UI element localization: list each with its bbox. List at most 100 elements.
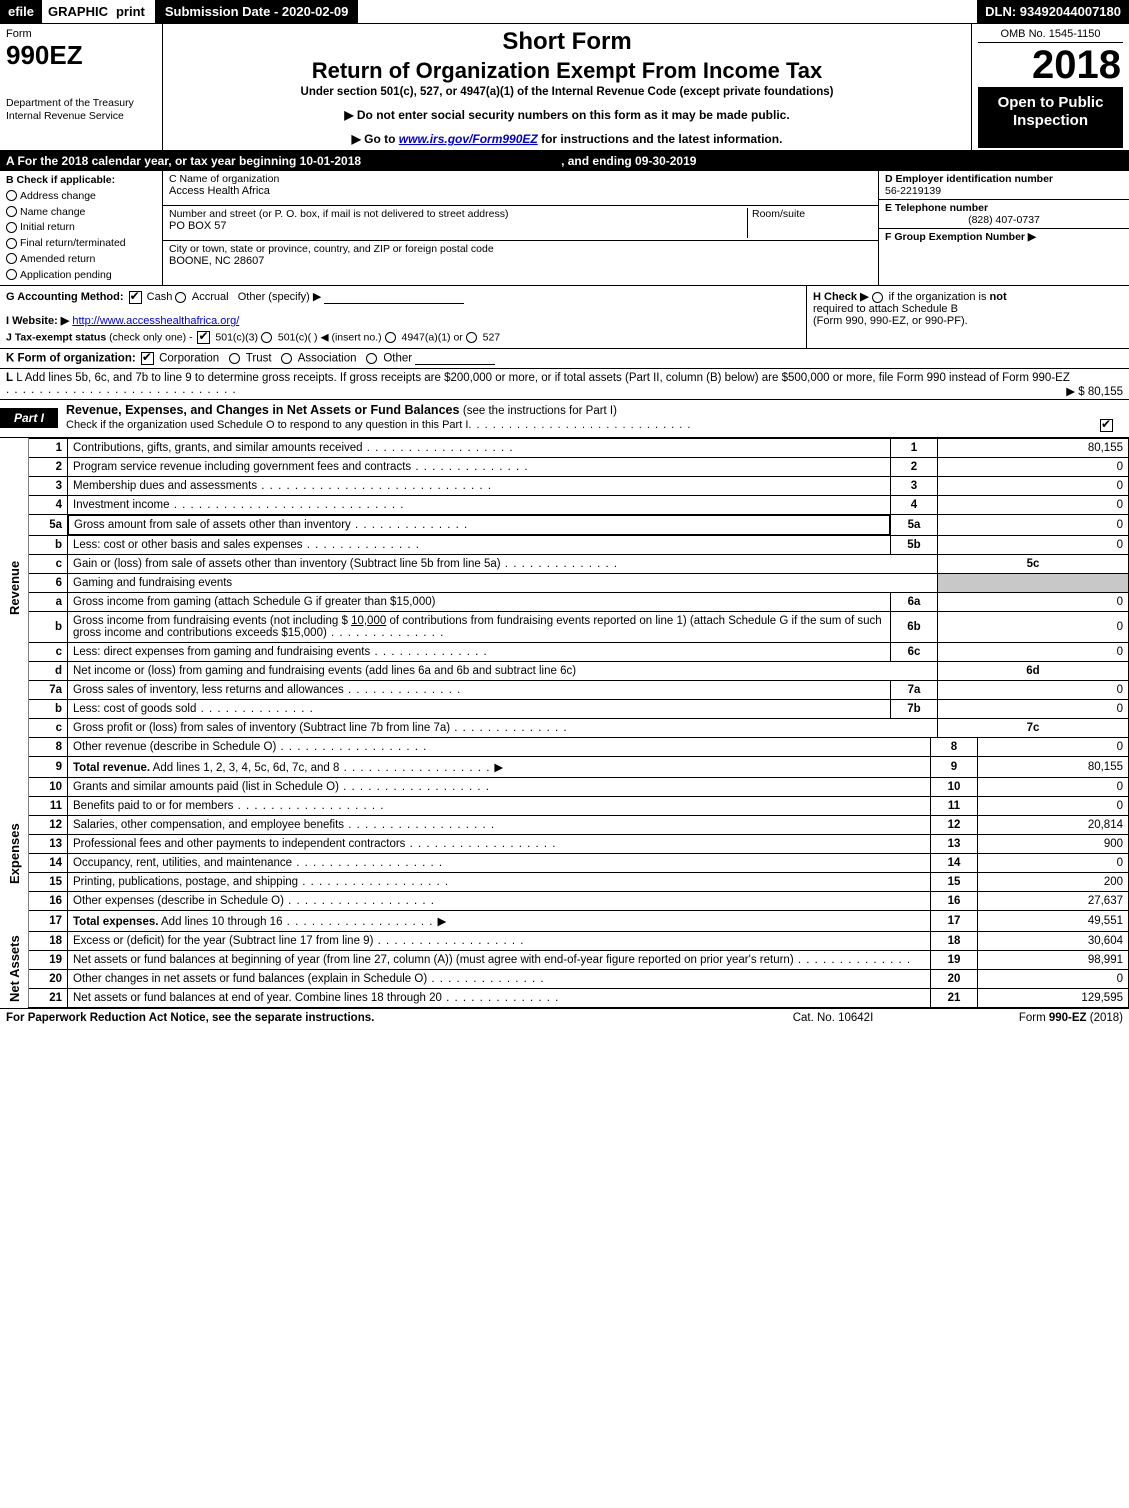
other-org-input[interactable] bbox=[415, 364, 495, 365]
omb-number: OMB No. 1545-1150 bbox=[978, 26, 1123, 43]
h-pre: H Check ▶ bbox=[813, 291, 872, 303]
subtitle: Under section 501(c), 527, or 4947(a)(1)… bbox=[171, 86, 963, 98]
return-title: Return of Organization Exempt From Incom… bbox=[171, 58, 963, 84]
section-revenue: Revenue bbox=[0, 438, 29, 737]
entity-box: B Check if applicable: Address change Na… bbox=[0, 171, 1129, 286]
instr-post: for instructions and the latest informat… bbox=[538, 132, 783, 146]
chk-4947[interactable] bbox=[385, 332, 396, 343]
arrow-icon bbox=[490, 762, 507, 774]
city-cell: City or town, state or province, country… bbox=[163, 241, 878, 275]
group-exemption-label: F Group Exemption Number ▶ bbox=[885, 231, 1036, 243]
line-box: 1 bbox=[891, 438, 938, 457]
row-g-h: G Accounting Method: Cash Accrual Other … bbox=[0, 286, 1129, 349]
chk-corporation[interactable] bbox=[141, 352, 154, 365]
form-word: Form bbox=[6, 28, 156, 40]
chk-final-return[interactable]: Final return/terminated bbox=[6, 236, 156, 252]
h-not: not bbox=[990, 291, 1007, 303]
row-l: L L Add lines 5b, 6c, and 7b to line 9 t… bbox=[0, 369, 1129, 399]
chk-schedule-o[interactable] bbox=[1100, 419, 1113, 432]
period-begin: A For the 2018 calendar year, or tax yea… bbox=[6, 154, 361, 168]
col-c-org: C Name of organization Access Health Afr… bbox=[163, 171, 878, 285]
ein-value: 56-2219139 bbox=[885, 185, 941, 197]
part-1-table-main: 8 Other revenue (describe in Schedule O)… bbox=[0, 737, 1129, 1008]
col-d-ids: D Employer identification number56-22191… bbox=[878, 171, 1129, 285]
chk-name-change[interactable]: Name change bbox=[6, 205, 156, 221]
j-detail: (check only one) - bbox=[109, 331, 195, 343]
address-label: Number and street (or P. O. box, if mail… bbox=[169, 208, 747, 220]
org-name-cell: C Name of organization Access Health Afr… bbox=[163, 171, 878, 206]
instructions-link[interactable]: www.irs.gov/Form990EZ bbox=[399, 132, 538, 146]
form-header: Form 990EZ Department of the Treasury In… bbox=[0, 24, 1129, 151]
col-b-header: B Check if applicable: bbox=[6, 173, 156, 189]
phone-value: (828) 407-0737 bbox=[885, 214, 1123, 226]
dept-label: Department of the Treasury Internal Reve… bbox=[6, 97, 156, 123]
k-label: K Form of organization: bbox=[6, 352, 136, 364]
arrow-icon bbox=[434, 916, 451, 928]
chk-association[interactable] bbox=[281, 353, 292, 364]
chk-527[interactable] bbox=[466, 332, 477, 343]
instr-pre: ▶ Go to bbox=[352, 132, 399, 146]
part-1-table: Revenue 1 Contributions, gifts, grants, … bbox=[0, 438, 1129, 738]
chk-accrual[interactable] bbox=[175, 292, 186, 303]
part-1-title: Revenue, Expenses, and Changes in Net As… bbox=[66, 403, 459, 417]
l-text: L Add lines 5b, 6c, and 7b to line 9 to … bbox=[16, 372, 1070, 384]
ein-label: D Employer identification number bbox=[885, 173, 1053, 185]
city-label: City or town, state or province, country… bbox=[169, 243, 872, 255]
accounting-method: G Accounting Method: Cash Accrual Other … bbox=[0, 286, 806, 348]
tax-year: 2018 bbox=[978, 43, 1123, 88]
h-post: if the organization is bbox=[889, 291, 990, 303]
dln-label: DLN: 93492044007180 bbox=[977, 0, 1129, 23]
chk-address-change[interactable]: Address change bbox=[6, 189, 156, 205]
period-end: , and ending 09-30-2019 bbox=[561, 154, 696, 168]
org-city: BOONE, NC 28607 bbox=[169, 255, 872, 267]
l-amount: ▶ $ 80,155 bbox=[1066, 384, 1123, 398]
g-label: G Accounting Method: bbox=[6, 291, 124, 303]
phone-label: E Telephone number bbox=[885, 202, 988, 214]
org-name: Access Health Africa bbox=[169, 185, 872, 197]
room-label: Room/suite bbox=[752, 208, 872, 220]
other-specify-input[interactable] bbox=[324, 303, 464, 304]
chk-trust[interactable] bbox=[229, 353, 240, 364]
col-b-checks: B Check if applicable: Address change Na… bbox=[0, 171, 163, 285]
efile-label: efile bbox=[0, 0, 42, 23]
open-to-public: Open to Public Inspection bbox=[978, 88, 1123, 148]
chk-initial-return[interactable]: Initial return bbox=[6, 220, 156, 236]
warning-1: ▶ Do not enter social security numbers o… bbox=[171, 108, 963, 122]
page-footer: For Paperwork Reduction Act Notice, see … bbox=[0, 1008, 1129, 1027]
footer-form: Form 990-EZ (2018) bbox=[943, 1012, 1123, 1024]
row-k: K Form of organization: Corporation Trus… bbox=[0, 349, 1129, 369]
form-id-block: Form 990EZ Department of the Treasury In… bbox=[0, 24, 163, 150]
line-value: 80,155 bbox=[938, 438, 1129, 457]
chk-501c[interactable] bbox=[261, 332, 272, 343]
row-a-period: A For the 2018 calendar year, or tax yea… bbox=[0, 151, 1129, 171]
form-number: 990EZ bbox=[6, 40, 156, 71]
h-line3: (Form 990, 990-EZ, or 990-PF). bbox=[813, 315, 968, 327]
chk-cash[interactable] bbox=[129, 291, 142, 304]
top-bar: efile GRAPHIC print Submission Date - 20… bbox=[0, 0, 1129, 24]
form-title-block: Short Form Return of Organization Exempt… bbox=[163, 24, 972, 150]
part-1-tab: Part I bbox=[0, 408, 58, 428]
part-1-title-suffix: (see the instructions for Part I) bbox=[463, 405, 617, 417]
i-label: I Website: ▶ bbox=[6, 315, 69, 327]
submission-date: Submission Date - 2020-02-09 bbox=[155, 0, 359, 23]
section-revenue-cont bbox=[0, 737, 29, 777]
part-1-header: Part I Revenue, Expenses, and Changes in… bbox=[0, 399, 1129, 438]
line-num: 1 bbox=[29, 438, 68, 457]
j-label: J Tax-exempt status bbox=[6, 331, 106, 343]
org-name-label: C Name of organization bbox=[169, 173, 872, 185]
chk-501c3[interactable] bbox=[197, 331, 210, 344]
short-form-title: Short Form bbox=[171, 28, 963, 56]
graphic-label: GRAPHIC bbox=[42, 0, 114, 23]
chk-application-pending[interactable]: Application pending bbox=[6, 268, 156, 284]
chk-amended-return[interactable]: Amended return bbox=[6, 252, 156, 268]
chk-h[interactable] bbox=[872, 292, 883, 303]
section-expenses: Expenses bbox=[0, 777, 29, 931]
print-button[interactable]: print bbox=[114, 0, 155, 23]
line-desc: Contributions, gifts, grants, and simila… bbox=[73, 442, 363, 454]
website-link[interactable]: http://www.accesshealthafrica.org/ bbox=[72, 315, 239, 327]
chk-other-org[interactable] bbox=[366, 353, 377, 364]
instructions-line: ▶ Go to www.irs.gov/Form990EZ for instru… bbox=[171, 132, 963, 146]
footer-notice: For Paperwork Reduction Act Notice, see … bbox=[6, 1012, 723, 1024]
h-line2: required to attach Schedule B bbox=[813, 303, 958, 315]
part-1-checkline: Check if the organization used Schedule … bbox=[66, 419, 468, 431]
